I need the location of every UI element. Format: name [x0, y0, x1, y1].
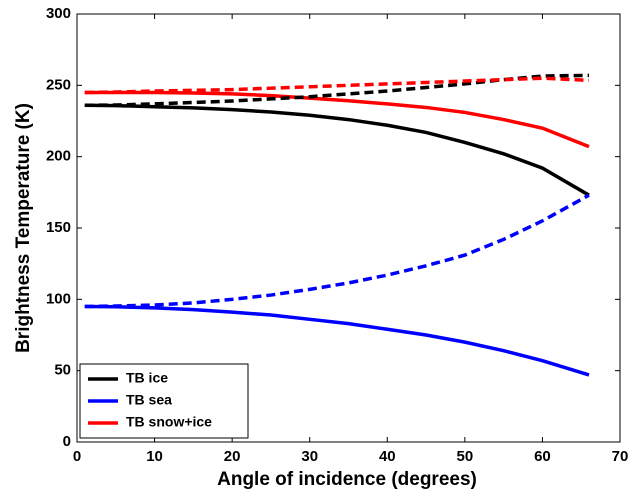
line	[84, 103, 590, 197]
line	[84, 304, 590, 377]
x-tick-label: 20	[224, 448, 241, 465]
legend-label: TB sea	[126, 392, 172, 408]
dashed-line	[84, 193, 590, 309]
x-tick-label: 40	[379, 448, 396, 465]
dashed-line	[84, 76, 590, 95]
x-tick-label: 30	[301, 448, 318, 465]
y-tick-label: 50	[54, 362, 71, 379]
y-axis-label: Brightness Temperature (K)	[13, 103, 34, 353]
x-tick-label: 60	[534, 448, 551, 465]
y-tick-label: 100	[46, 290, 71, 307]
x-axis-label: Angle of incidence (degrees)	[217, 469, 477, 490]
x-tick-label: 0	[73, 448, 81, 465]
legend-label: TB snow+ice	[126, 414, 212, 430]
legend-label: TB ice	[126, 370, 168, 386]
y-tick-label: 250	[46, 76, 71, 93]
x-tick-label: 10	[146, 448, 163, 465]
y-tick-label: 300	[46, 5, 71, 22]
x-tick-label: 70	[612, 448, 629, 465]
y-tick-label: 0	[63, 433, 71, 450]
y-tick-label: 200	[46, 148, 71, 165]
y-tick-label: 150	[46, 219, 71, 236]
x-tick-label: 50	[457, 448, 474, 465]
